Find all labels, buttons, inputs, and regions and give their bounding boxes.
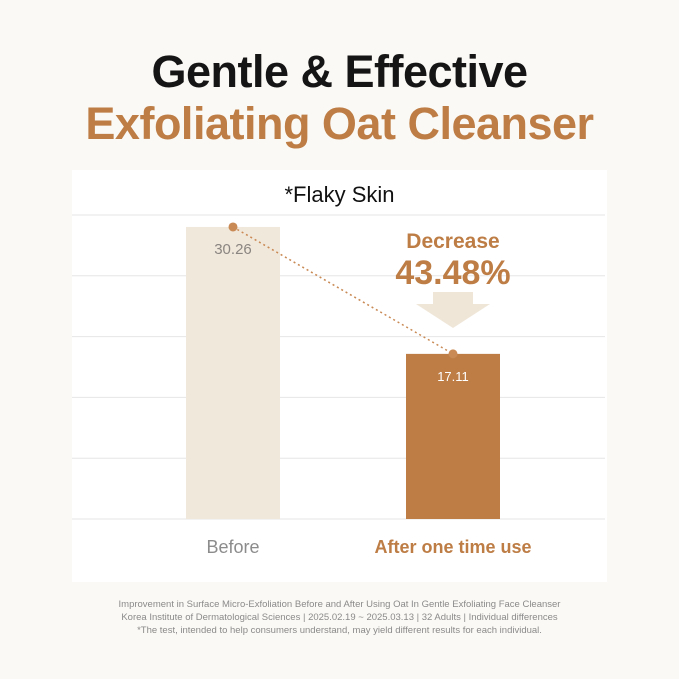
footnote-line-3: *The test, intended to help consumers un… <box>137 625 542 636</box>
data-label: 30.26 <box>214 241 252 258</box>
title-line-2: Exfoliating Oat Cleanser <box>85 98 594 149</box>
footnote-line-2: Korea Institute of Dermatological Scienc… <box>121 612 558 623</box>
trend-point <box>448 349 458 359</box>
bar-1 <box>406 353 500 519</box>
decrease-value: 43.48% <box>395 254 510 292</box>
footnote: Improvement in Surface Micro-Exfoliation… <box>0 598 679 637</box>
chart-title: *Flaky Skin <box>284 182 395 207</box>
title-line-1: Gentle & Effective <box>151 46 528 97</box>
x-tick-label: After one time use <box>374 537 531 557</box>
decrease-label: Decrease <box>406 230 499 253</box>
bar-0 <box>186 226 280 519</box>
footnote-line-1: Improvement in Surface Micro-Exfoliation… <box>118 599 561 610</box>
data-label: 17.11 <box>437 369 469 384</box>
x-tick-label: Before <box>206 537 259 557</box>
trend-line <box>232 226 454 355</box>
down-arrow-icon <box>416 292 490 328</box>
trend-point <box>228 222 238 232</box>
chart-panel <box>72 170 607 582</box>
